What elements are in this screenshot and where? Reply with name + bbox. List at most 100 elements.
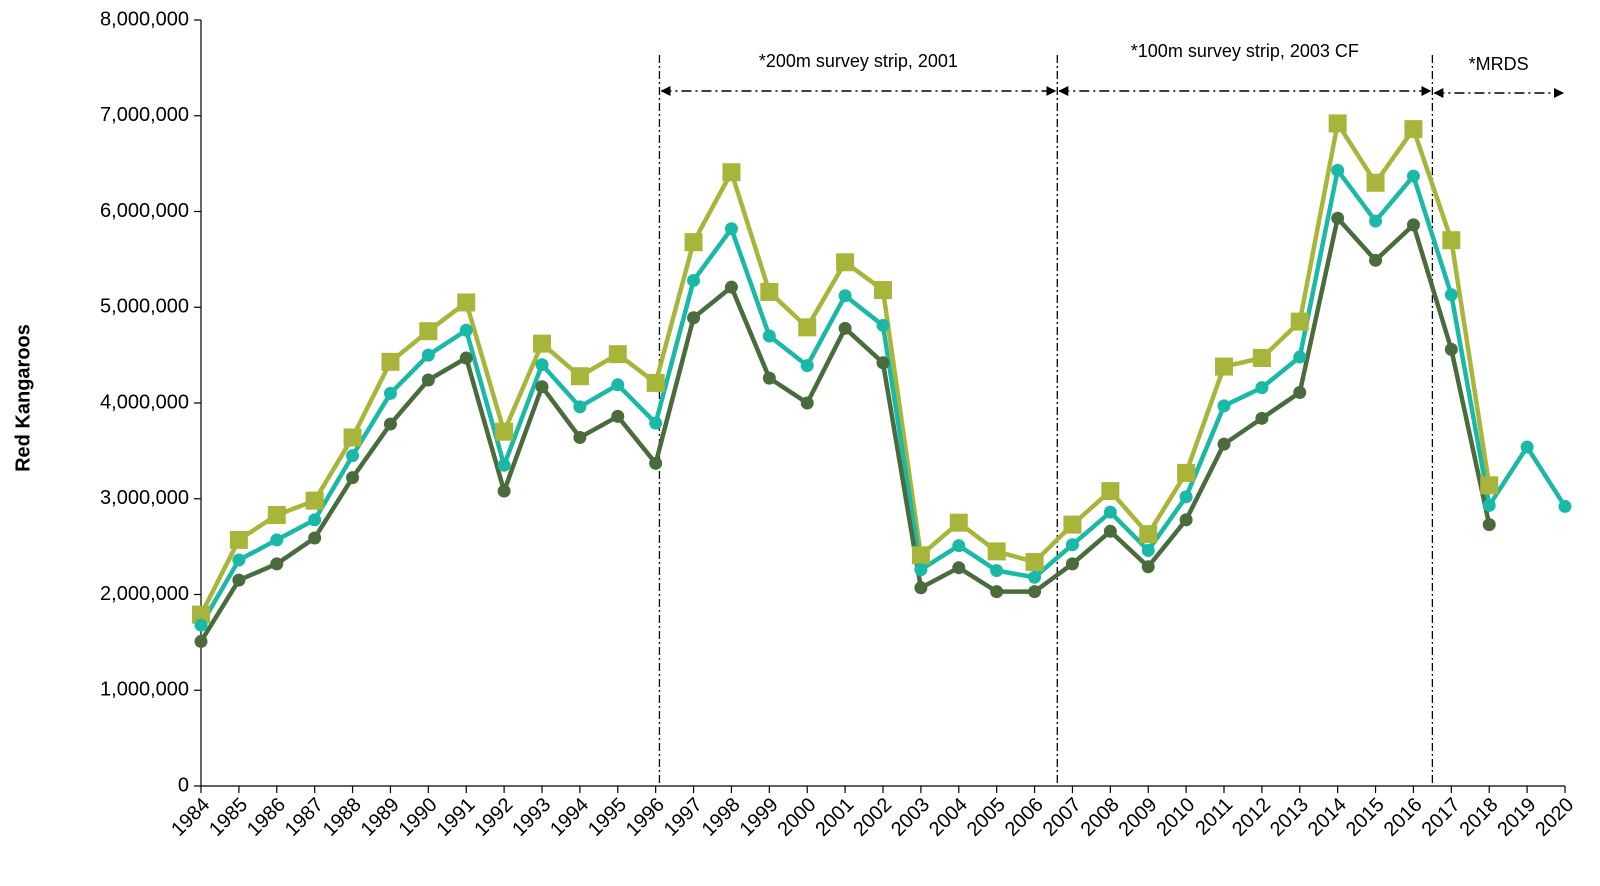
marker [800, 396, 814, 410]
marker [952, 539, 966, 553]
marker [533, 334, 551, 353]
x-tick-label: 2020 [1531, 794, 1578, 841]
marker [459, 351, 473, 365]
x-tick-label: 2017 [1418, 794, 1465, 841]
marker [990, 564, 1004, 578]
marker [1139, 525, 1158, 544]
y-tick-label: 7,000,000 [100, 104, 189, 126]
x-tick-label: 2018 [1455, 794, 1502, 841]
x-tick-label: 1985 [205, 794, 252, 841]
x-tick-label: 2000 [773, 794, 820, 841]
marker [649, 456, 663, 470]
marker [724, 280, 738, 294]
annotation-label: *100m survey strip, 2003 CF [1131, 41, 1359, 61]
x-tick-label: 1988 [319, 794, 366, 841]
marker [1179, 490, 1193, 504]
marker [876, 318, 890, 332]
x-tick-label: 2009 [1114, 794, 1161, 841]
x-tick-label: 2010 [1152, 794, 1199, 841]
marker [687, 273, 701, 287]
marker [421, 373, 435, 387]
marker [1025, 552, 1044, 571]
marker [762, 329, 776, 343]
marker [1217, 437, 1231, 451]
y-tick-label: 4,000,000 [100, 391, 189, 413]
marker [232, 573, 246, 587]
x-tick-label: 1998 [698, 794, 745, 841]
marker [1141, 560, 1155, 574]
marker [1442, 231, 1461, 250]
marker [1177, 463, 1196, 482]
marker [1444, 342, 1458, 356]
marker [1366, 173, 1385, 192]
marker [684, 233, 703, 252]
marker [1101, 482, 1120, 501]
marker [381, 352, 400, 371]
marker [267, 506, 286, 525]
marker [838, 321, 852, 335]
y-tick-label: 0 [178, 774, 189, 796]
marker [1179, 513, 1193, 527]
x-tick-label: 2011 [1191, 794, 1237, 840]
marker [573, 430, 587, 444]
x-tick-label: 1989 [357, 794, 404, 841]
marker [383, 386, 397, 400]
marker [611, 409, 625, 423]
x-tick-label: 1999 [736, 794, 783, 841]
marker [270, 533, 284, 547]
x-tick-label: 1986 [243, 794, 290, 841]
marker [762, 371, 776, 385]
x-tick-label: 1984 [167, 794, 214, 841]
x-tick-label: 2014 [1304, 794, 1351, 841]
marker [1103, 524, 1117, 538]
x-tick-label: 2013 [1266, 794, 1313, 841]
marker [1480, 476, 1499, 495]
marker [1331, 211, 1345, 225]
marker [570, 367, 589, 386]
marker [1065, 557, 1079, 571]
x-tick-label: 1991 [432, 794, 479, 841]
marker [1141, 543, 1155, 557]
marker [987, 542, 1006, 561]
marker [1255, 411, 1269, 425]
marker [874, 281, 892, 300]
x-tick-label: 2006 [1001, 794, 1048, 841]
marker [836, 253, 855, 272]
marker [1482, 518, 1496, 532]
marker [838, 289, 852, 303]
marker [800, 359, 814, 373]
marker [1028, 585, 1042, 599]
marker [1293, 385, 1307, 399]
marker [1252, 348, 1271, 367]
marker [649, 416, 663, 430]
y-tick-label: 2,000,000 [100, 583, 189, 605]
marker [914, 581, 928, 595]
y-tick-label: 5,000,000 [100, 296, 189, 318]
x-tick-label: 2003 [887, 794, 934, 841]
marker [1482, 498, 1496, 512]
x-tick-label: 1994 [546, 794, 593, 841]
marker [798, 318, 817, 337]
x-tick-label: 2005 [963, 794, 1010, 841]
x-tick-label: 2007 [1039, 794, 1086, 841]
x-tick-label: 2001 [811, 794, 858, 841]
y-tick-label: 3,000,000 [100, 487, 189, 509]
x-tick-label: 2008 [1077, 794, 1124, 841]
marker [1369, 214, 1383, 228]
marker [497, 458, 511, 472]
marker [914, 563, 928, 577]
marker [346, 471, 360, 485]
x-tick-label: 1996 [622, 794, 669, 841]
marker [1406, 218, 1420, 232]
marker [1290, 312, 1309, 331]
marker [192, 605, 210, 624]
marker [1103, 505, 1117, 519]
marker [1558, 499, 1572, 513]
marker [535, 358, 549, 372]
marker [535, 380, 549, 394]
marker [495, 422, 514, 441]
x-tick-label: 1993 [508, 794, 555, 841]
x-tick-label: 2019 [1493, 794, 1540, 841]
marker [1328, 114, 1347, 133]
